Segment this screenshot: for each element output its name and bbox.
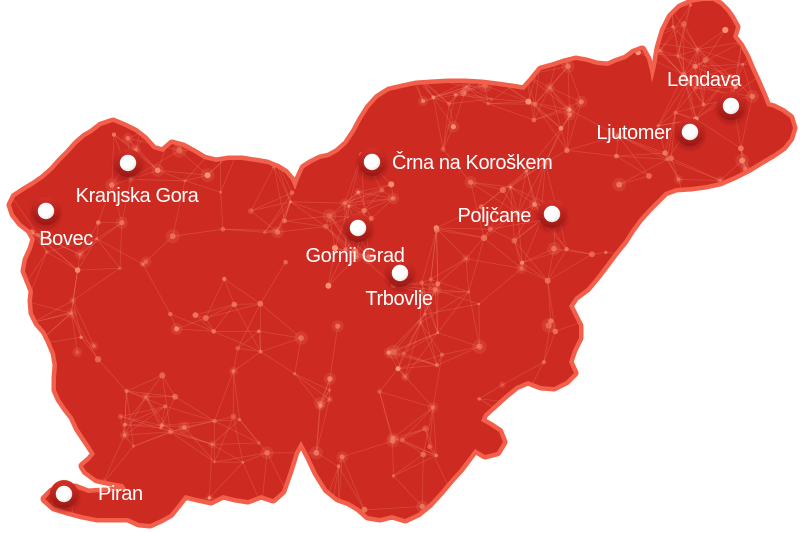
marker-dot — [55, 485, 73, 503]
city-markers — [32, 92, 745, 508]
city-marker-crna-na-koroskem[interactable] — [358, 148, 386, 176]
city-marker-kranjska-gora[interactable] — [114, 149, 142, 177]
marker-dot — [391, 264, 409, 282]
city-marker-ljutomer[interactable] — [676, 118, 704, 146]
city-label-gornji-grad: Gornji Grad — [306, 245, 405, 267]
marker-dot — [722, 97, 740, 115]
city-label-trbovlje: Trbovlje — [365, 288, 432, 310]
city-label-poljcane: Poljčane — [457, 205, 531, 227]
marker-dot — [543, 205, 561, 223]
city-marker-piran[interactable] — [50, 480, 78, 508]
city-label-kranjska-gora: Kranjska Gora — [76, 185, 200, 207]
marker-dot — [119, 154, 137, 172]
city-labels: Bovec Kranjska Gora Črna na Koroškem Gornji… — [39, 69, 742, 505]
city-label-ljutomer: Ljutomer — [596, 122, 671, 144]
city-label-crna-na-koroskem: Črna na Koroškem — [392, 151, 552, 174]
city-label-lendava: Lendava — [667, 69, 742, 91]
marker-dot — [349, 219, 367, 237]
city-marker-poljcane[interactable] — [538, 200, 566, 228]
city-marker-gornji-grad[interactable] — [344, 214, 372, 242]
city-label-bovec: Bovec — [39, 228, 93, 250]
city-marker-bovec[interactable] — [32, 197, 60, 225]
city-label-piran: Piran — [98, 483, 143, 505]
marker-dot — [363, 153, 381, 171]
city-marker-trbovlje[interactable] — [386, 259, 414, 287]
marker-dot — [681, 123, 699, 141]
city-marker-lendava[interactable] — [717, 92, 745, 120]
marker-dot — [37, 202, 55, 220]
